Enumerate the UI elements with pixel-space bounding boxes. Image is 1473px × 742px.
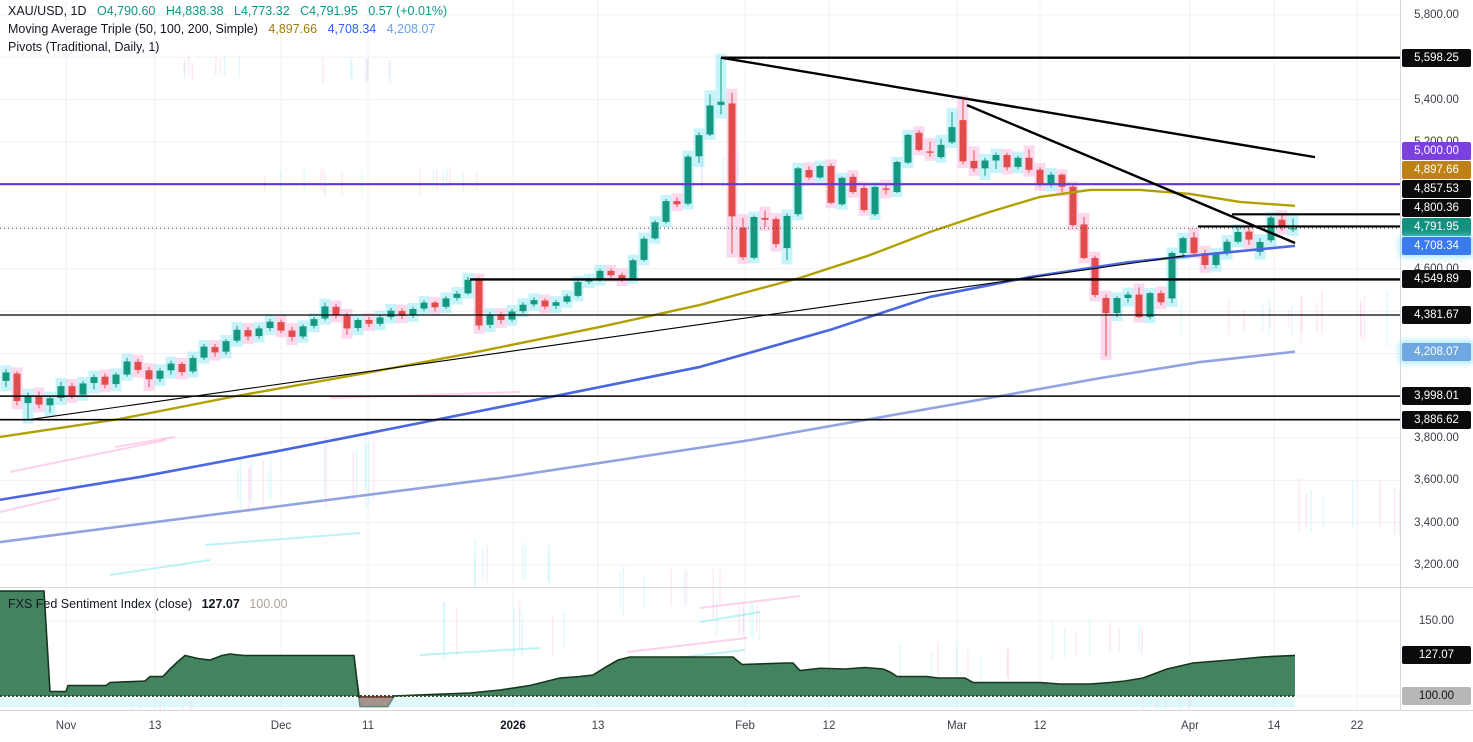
pivot-price-label: 4,381.67 [1402, 305, 1471, 324]
time-tick-label: 12 [1033, 720, 1047, 732]
ohlc-low: L4,773.32 [234, 4, 290, 18]
time-tick-label: Apr [1181, 720, 1199, 732]
sma-200-line [0, 350, 1296, 544]
sentiment-baseline-label: 100.00 [1402, 687, 1471, 705]
pivot-price-label: 4,800.36 [1402, 198, 1471, 217]
ohlc-high: H4,838.38 [165, 4, 224, 18]
time-tick-label: 12 [822, 720, 836, 732]
ohlc-close: C4,791.95 [300, 4, 358, 18]
time-axis[interactable]: Nov 13 Dec 11 2026 13 Feb 12 Mar 12 Apr 14 22 [0, 710, 1473, 742]
current-price-label: 4,791.95 [1402, 217, 1471, 236]
price-tick-label: 3,200.00 [1414, 558, 1459, 571]
trendline [966, 103, 1296, 245]
price-tick-label: 3,400.00 [1414, 516, 1459, 529]
indicator-price-label: 4,208.07 [1402, 342, 1471, 361]
sentiment-baseline-value: 100.00 [249, 597, 288, 611]
time-tick-label: 22 [1350, 720, 1364, 732]
price-tick-label: 3,600.00 [1414, 474, 1459, 487]
symbol-title[interactable]: XAU/USD, 1D [8, 4, 87, 18]
price-tick-label: 5,400.00 [1414, 93, 1459, 106]
time-tick-label: Mar [947, 720, 967, 732]
time-tick-label: 14 [1267, 720, 1281, 732]
sma-50-line [0, 188, 1296, 439]
sentiment-indicator-title[interactable]: FXS Fed Sentiment Index (close) [8, 597, 193, 611]
time-tick-label: 11 [362, 720, 374, 732]
price-tick-label: 3,800.00 [1414, 432, 1459, 444]
ma200-value: 4,208.07 [386, 22, 436, 36]
sentiment-value: 127.07 [201, 597, 240, 611]
pivot-price-label: 5,598.25 [1402, 48, 1471, 67]
trendline [27, 255, 1186, 421]
price-scale-divider [1400, 0, 1401, 710]
indicator-price-label: 5,000.00 [1402, 141, 1471, 160]
pivots-indicator-title[interactable]: Pivots (Traditional, Daily, 1) [8, 40, 160, 54]
gridlines [0, 0, 1400, 710]
pivot-price-label: 4,857.53 [1402, 179, 1471, 198]
time-tick-label: Dec [270, 720, 292, 732]
indicator-price-label: 4,897.66 [1402, 160, 1471, 179]
time-tick-label: Feb [735, 720, 755, 732]
ma-indicator-title[interactable]: Moving Average Triple (50, 100, 200, Sim… [8, 22, 258, 36]
pane-divider[interactable] [0, 587, 1473, 588]
price-scale[interactable]: 5,800.005,400.005,200.004,600.003,800.00… [1400, 0, 1473, 710]
time-tick-label: 13 [148, 720, 162, 732]
sma-100-line [0, 244, 1296, 502]
legend-pivots-row[interactable]: Pivots (Traditional, Daily, 1) [8, 40, 166, 54]
ohlc-open: O4,790.60 [96, 4, 156, 18]
sentiment-area-chart [0, 590, 1296, 708]
time-tick-label: 13 [591, 720, 605, 732]
ma100-value: 4,708.34 [327, 22, 377, 36]
moving-averages [0, 188, 1296, 544]
change-value: 0.57 (+0.01%) [368, 4, 448, 18]
pivot-price-label: 3,998.01 [1402, 387, 1471, 406]
pivot-price-label: 4,549.89 [1402, 270, 1471, 289]
price-tick-label: 5,800.00 [1414, 9, 1459, 21]
trendline [720, 56, 1316, 159]
sentiment-value-label: 127.07 [1402, 646, 1471, 665]
indicator-price-label: 4,708.34 [1402, 236, 1471, 255]
legend-sentiment-row[interactable]: FXS Fed Sentiment Index (close) 127.07 1… [8, 597, 288, 611]
legend-symbol-row[interactable]: XAU/USD, 1D O4,790.60 H4,838.38 L4,773.3… [8, 4, 454, 18]
pivot-price-label: 3,886.62 [1402, 410, 1471, 429]
legend-ma-row[interactable]: Moving Average Triple (50, 100, 200, Sim… [8, 22, 442, 36]
sentiment-tick-label: 150.00 [1418, 615, 1455, 627]
time-tick-label: Nov [55, 720, 77, 732]
ma50-value: 4,897.66 [268, 22, 318, 36]
time-tick-label: 2026 [500, 720, 526, 732]
levels-and-trendlines [0, 56, 1400, 421]
